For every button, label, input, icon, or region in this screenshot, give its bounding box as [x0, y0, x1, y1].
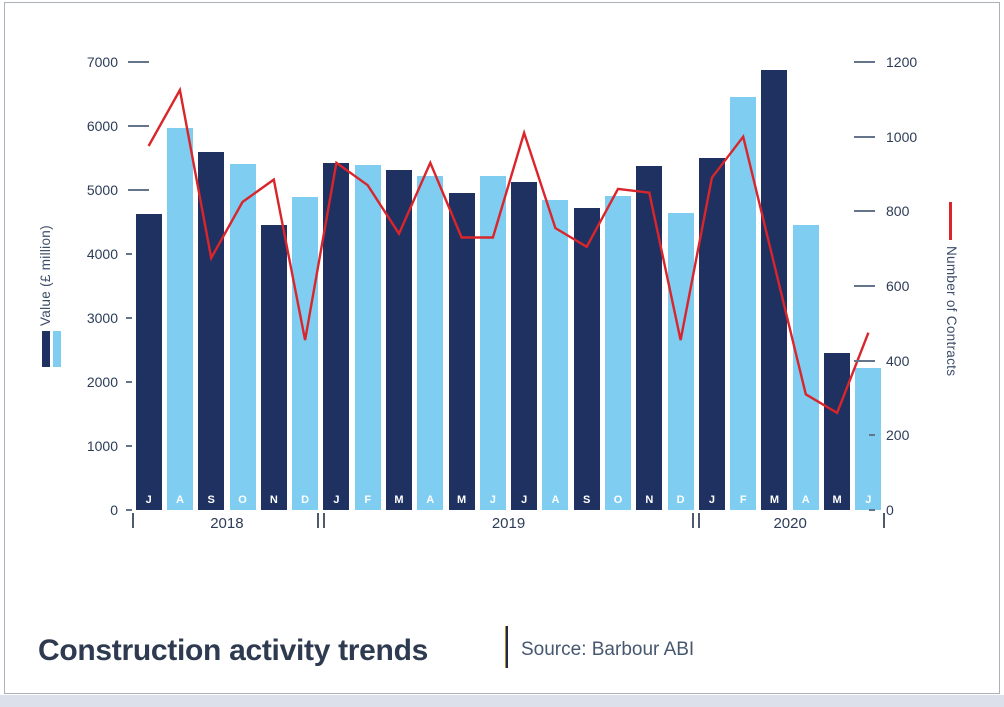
- bar-2020-22-M: M: [824, 353, 851, 510]
- bar-2019-16-N: N: [636, 166, 663, 510]
- month-label: D: [676, 493, 685, 506]
- y-tick-right-0: 0: [886, 502, 894, 518]
- bar-2019-6-J: J: [323, 163, 350, 510]
- month-label: S: [583, 493, 591, 506]
- construction-activity-chart: Value (£ million) Number of Contracts J A…: [38, 54, 959, 532]
- y-tick-dash-right-1200: [854, 61, 875, 63]
- month-label: J: [865, 493, 872, 506]
- y-tick-dash-left-1000: [126, 445, 132, 447]
- y-tick-dash-left-7000: [128, 61, 149, 63]
- y-tick-left-4000: 4000: [86, 246, 118, 262]
- y-tick-dash-left-2000: [126, 381, 132, 383]
- bar-2019-9-A: A: [417, 175, 444, 510]
- y-tick-left-3000: 3000: [86, 310, 118, 326]
- month-label: J: [521, 493, 528, 506]
- bar-2018-3-O: O: [229, 164, 256, 510]
- year-separator: [322, 513, 325, 528]
- year-separator: [692, 513, 695, 528]
- y-tick-dash-left-3000: [126, 317, 132, 319]
- bar-2019-8-M: M: [385, 170, 412, 510]
- source-text: Source: Barbour ABI: [521, 639, 695, 660]
- y-tick-right-1200: 1200: [886, 54, 918, 70]
- bar-2020-19-F: F: [730, 96, 757, 510]
- y-tick-dash-left-4000: [126, 253, 132, 255]
- right-axis-title: Number of Contracts: [944, 246, 959, 377]
- year-separator: [698, 513, 701, 528]
- left-axis-title: Value (£ million): [38, 225, 53, 326]
- bar-2018-5-D: D: [292, 197, 319, 510]
- bottom-accent-strip: [0, 695, 1004, 707]
- bar-2018-0-J: J: [135, 214, 162, 510]
- month-label: D: [301, 493, 310, 506]
- y-tick-left-1000: 1000: [86, 438, 118, 454]
- month-label: J: [708, 494, 715, 506]
- bar-2020-20-M: M: [761, 70, 788, 510]
- y-tick-left-0: 0: [110, 502, 118, 518]
- contracts-line: [147, 86, 870, 415]
- month-label: M: [456, 493, 467, 506]
- bar-2019-17-D: D: [667, 213, 694, 510]
- y-tick-left-6000: 6000: [86, 118, 118, 134]
- y-tick-left-5000: 5000: [86, 182, 118, 198]
- month-label: M: [769, 493, 780, 506]
- month-label: J: [489, 493, 496, 506]
- y-tick-right-600: 600: [886, 278, 910, 294]
- bar-2018-1-A: A: [166, 127, 193, 510]
- bar-2020-18-J: J: [698, 158, 725, 510]
- year-separator: [883, 513, 885, 528]
- bar-2019-13-A: A: [542, 199, 569, 510]
- year-separator: [132, 513, 134, 528]
- bar-2020-21-A: A: [792, 224, 819, 510]
- y-tick-right-1000: 1000: [886, 128, 918, 145]
- year-label-2019: 2019: [491, 515, 526, 532]
- y-tick-dash-right-800: [854, 210, 875, 213]
- year-label-2020: 2020: [773, 515, 807, 532]
- legend-bar-light-swatch: [53, 331, 61, 367]
- month-label: A: [175, 493, 184, 506]
- bar-2018-2-S: S: [198, 152, 225, 510]
- month-label: O: [613, 493, 623, 506]
- month-label: A: [801, 493, 810, 506]
- page-title: Construction activity trends: [38, 634, 428, 667]
- y-tick-dash-right-1000: [854, 135, 875, 138]
- y-tick-dash-left-0: [126, 509, 132, 511]
- month-label: M: [832, 493, 842, 506]
- year-separator: [316, 513, 319, 528]
- month-label: M: [394, 493, 404, 506]
- month-label: A: [551, 493, 560, 506]
- y-tick-dash-left-5000: [128, 189, 149, 191]
- bar-2020-23-J: J: [855, 367, 882, 510]
- bar-2019-15-O: O: [605, 196, 632, 510]
- title-separator: [505, 626, 508, 668]
- year-label-2018: 2018: [210, 515, 244, 532]
- bar-2019-14-S: S: [573, 207, 600, 510]
- y-tick-dash-right-200: [869, 434, 875, 437]
- legend-bar-dark-swatch: [42, 331, 50, 367]
- y-tick-right-200: 200: [886, 427, 910, 444]
- month-label: O: [238, 493, 247, 506]
- bar-2019-7-F: F: [354, 165, 381, 510]
- y-tick-left-2000: 2000: [86, 374, 118, 390]
- y-tick-right-800: 800: [886, 203, 910, 220]
- y-tick-right-400: 400: [886, 352, 910, 369]
- month-label: F: [739, 493, 747, 506]
- bar-2019-11-J: J: [479, 175, 506, 510]
- month-label: F: [364, 493, 372, 506]
- y-tick-left-7000: 7000: [86, 54, 118, 70]
- month-label: J: [333, 493, 340, 506]
- y-tick-dash-left-6000: [128, 125, 149, 127]
- y-tick-dash-right-0: [869, 509, 875, 511]
- y-tick-dash-right-400: [854, 359, 875, 362]
- month-label: S: [207, 493, 215, 506]
- legend-line-swatch: [949, 202, 952, 240]
- bar-2019-12-J: J: [511, 182, 538, 510]
- y-tick-dash-right-600: [854, 285, 875, 287]
- month-label: N: [645, 493, 654, 506]
- month-label: J: [145, 493, 152, 506]
- bar-2019-10-M: M: [448, 192, 475, 510]
- month-label: N: [269, 493, 278, 506]
- bar-2018-4-N: N: [260, 224, 287, 510]
- month-label: A: [426, 493, 435, 506]
